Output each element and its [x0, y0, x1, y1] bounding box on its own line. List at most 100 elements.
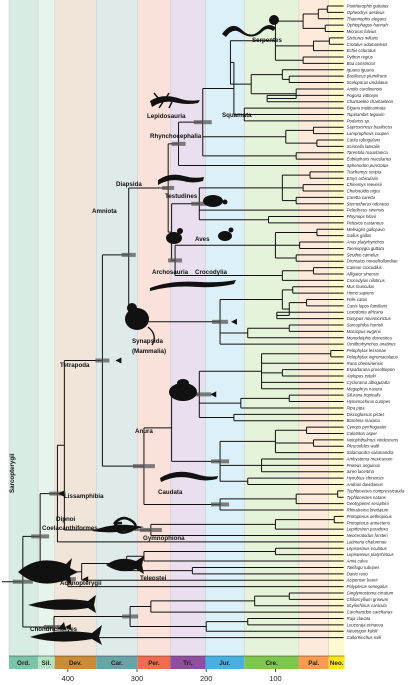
shark-silhouette	[30, 622, 102, 645]
taxon-label: Typhlonectes natans	[347, 495, 387, 500]
turtle-silhouette	[203, 195, 228, 207]
period-band	[9, 0, 39, 656]
taxon-label: Protopterus aethiopicus	[347, 514, 393, 519]
period-cell	[244, 656, 299, 669]
taxon-label: Canis lupus familiaris	[347, 303, 388, 308]
taxon-label: Pipa pipa	[347, 405, 366, 410]
taxon-label: Lepidosiren paradoxa	[347, 527, 389, 532]
lizard-silhouette	[150, 92, 200, 109]
taxon-label: Mus musculus	[347, 284, 375, 289]
calibration-marker	[210, 391, 217, 398]
taxon-label: Podarcis sp.	[347, 118, 371, 123]
period-label: Cre.	[265, 660, 277, 667]
taxon-label: Struthio camelus	[347, 252, 380, 257]
taxon-label: Iguana iguana	[347, 67, 375, 72]
snake-silhouette	[222, 15, 279, 37]
taxon-label: Taeniopygia guttata	[347, 246, 385, 251]
taxon-label: Carcharodon carcharias	[347, 610, 394, 615]
taxon-label: Felis catus	[347, 297, 368, 302]
taxon-label: Salamandra salamandra	[347, 450, 394, 455]
period-band	[54, 0, 97, 656]
taxon-label: Chiloscyllium griseum	[347, 597, 389, 602]
geologic-time-bar: Ord. Sil. Dev. Car. Per. Tri. Jur. Cre. Pal. Neo.	[9, 655, 345, 669]
calibration-marker	[115, 357, 122, 364]
taxon-label: Thamnophis elegans	[347, 16, 388, 21]
taxon-label: Pleurodeles waltl	[347, 444, 381, 449]
taxon-label: Lamprophosis couperi	[347, 131, 390, 136]
time-axis: 400 300 200 100	[62, 669, 282, 683]
taxon-label: Micrurus fulvius	[347, 29, 378, 34]
taxon-label: Pelophylax lessonae	[347, 348, 387, 353]
taxon-label: Siren lacertina	[347, 469, 375, 474]
taxon-label: Elgaria multicarinata	[347, 106, 387, 111]
clade-label: Squamata	[222, 112, 252, 119]
taxon-label: Takifugu rubripes	[347, 565, 381, 570]
taxon-label: Raja clavata	[347, 616, 371, 621]
taxon-label: Dromaius novaehollandiae	[347, 259, 398, 264]
taxon-label: Caiman crocodilus	[347, 265, 383, 270]
taxon-label: Hynobius chinensis	[347, 476, 385, 481]
period-cell	[137, 656, 171, 669]
age-interval-bar	[132, 464, 155, 469]
period-band	[328, 0, 345, 656]
frog-silhouette	[169, 379, 197, 401]
taxon-label: Opheodrys aestivus	[347, 10, 386, 15]
age-interval-bar	[171, 141, 186, 146]
taxon-label: Trachemys scripta	[347, 169, 382, 174]
taxon-label: Sternotherus odoratus	[347, 201, 390, 206]
period-cell	[205, 656, 245, 669]
silhouettes	[18, 15, 279, 645]
taxon-label: Typhlonectes compressicauda	[347, 488, 405, 493]
period-label: Dev.	[69, 660, 82, 667]
taxon-label: Lepisosteus platyrhincus	[347, 552, 395, 557]
taxon-label: Chinemys reevesii	[347, 182, 383, 187]
age-interval-bar	[95, 358, 110, 363]
taxon-label: Scincella lateralis	[347, 144, 381, 149]
taxon-label: Polypterus senegalus	[347, 584, 389, 589]
tuatara-silhouette	[158, 174, 204, 185]
clade-label: (Mammalia)	[132, 348, 166, 355]
taxon-label: Chelonoidis nigra	[347, 189, 381, 194]
period-cell	[328, 656, 345, 669]
taxon-label: Geotrypetes seraphini	[347, 501, 390, 506]
taxon-label: Homo sapiens	[347, 291, 375, 296]
taxon-label: Emys orbicularis	[347, 176, 379, 181]
clade-label: Teleostei	[140, 575, 167, 582]
taxon-label: Alligator sinensis	[346, 271, 380, 276]
age-interval-bar	[191, 201, 208, 206]
taxon-label: Pelophylax nigromaculatus	[347, 354, 399, 359]
salamander-silhouette	[160, 471, 218, 482]
age-interval-bar	[122, 614, 139, 619]
taxon-label: Atelopus zeteki	[346, 374, 377, 379]
taxon-label: Cynops pyrrhogaster	[347, 425, 387, 430]
taxon-label: Neotrygon kuhlii	[347, 629, 379, 634]
taxon-label: Discoglossus pictus	[347, 412, 386, 417]
clade-label: Amniota	[92, 208, 117, 215]
age-interval-bar	[212, 319, 229, 324]
age-interval-bar	[211, 502, 230, 507]
taxon-label: Pogona vitticeps	[347, 93, 379, 98]
taxon-label: Crocodylus niloticus	[347, 278, 386, 283]
taxon-label: Megophrys nasuta	[347, 386, 383, 391]
period-label: Jur.	[219, 660, 230, 667]
taxon-label: Eublepharis macularius	[347, 157, 393, 162]
taxon-label: Bombina maxima	[347, 418, 381, 423]
calibration-marker	[57, 490, 64, 497]
period-bands	[8, 0, 345, 656]
taxon-label: Macropus eugenii	[347, 329, 382, 334]
taxon-label: Gallus gallus	[347, 233, 372, 238]
taxon-label: Rhinatrema bivittatum	[347, 508, 389, 513]
clade-label: Chondrichthyes	[30, 626, 78, 633]
taxon-label: Silurana tropicalis	[347, 393, 382, 398]
period-cell	[170, 656, 206, 669]
period-label: Tri.	[183, 660, 193, 667]
taxon-label: Pantherophis guttatus	[347, 4, 390, 9]
period-label: Car.	[111, 660, 123, 667]
taxon-label: Sarcophilus harrisii	[347, 323, 384, 328]
sturgeon-silhouette	[28, 595, 96, 613]
taxon-label: Leucoraja erinacea	[347, 622, 384, 627]
clade-label: Testudines	[165, 193, 198, 200]
taxon-label: Chamaeleo chamaeleon	[347, 99, 394, 104]
